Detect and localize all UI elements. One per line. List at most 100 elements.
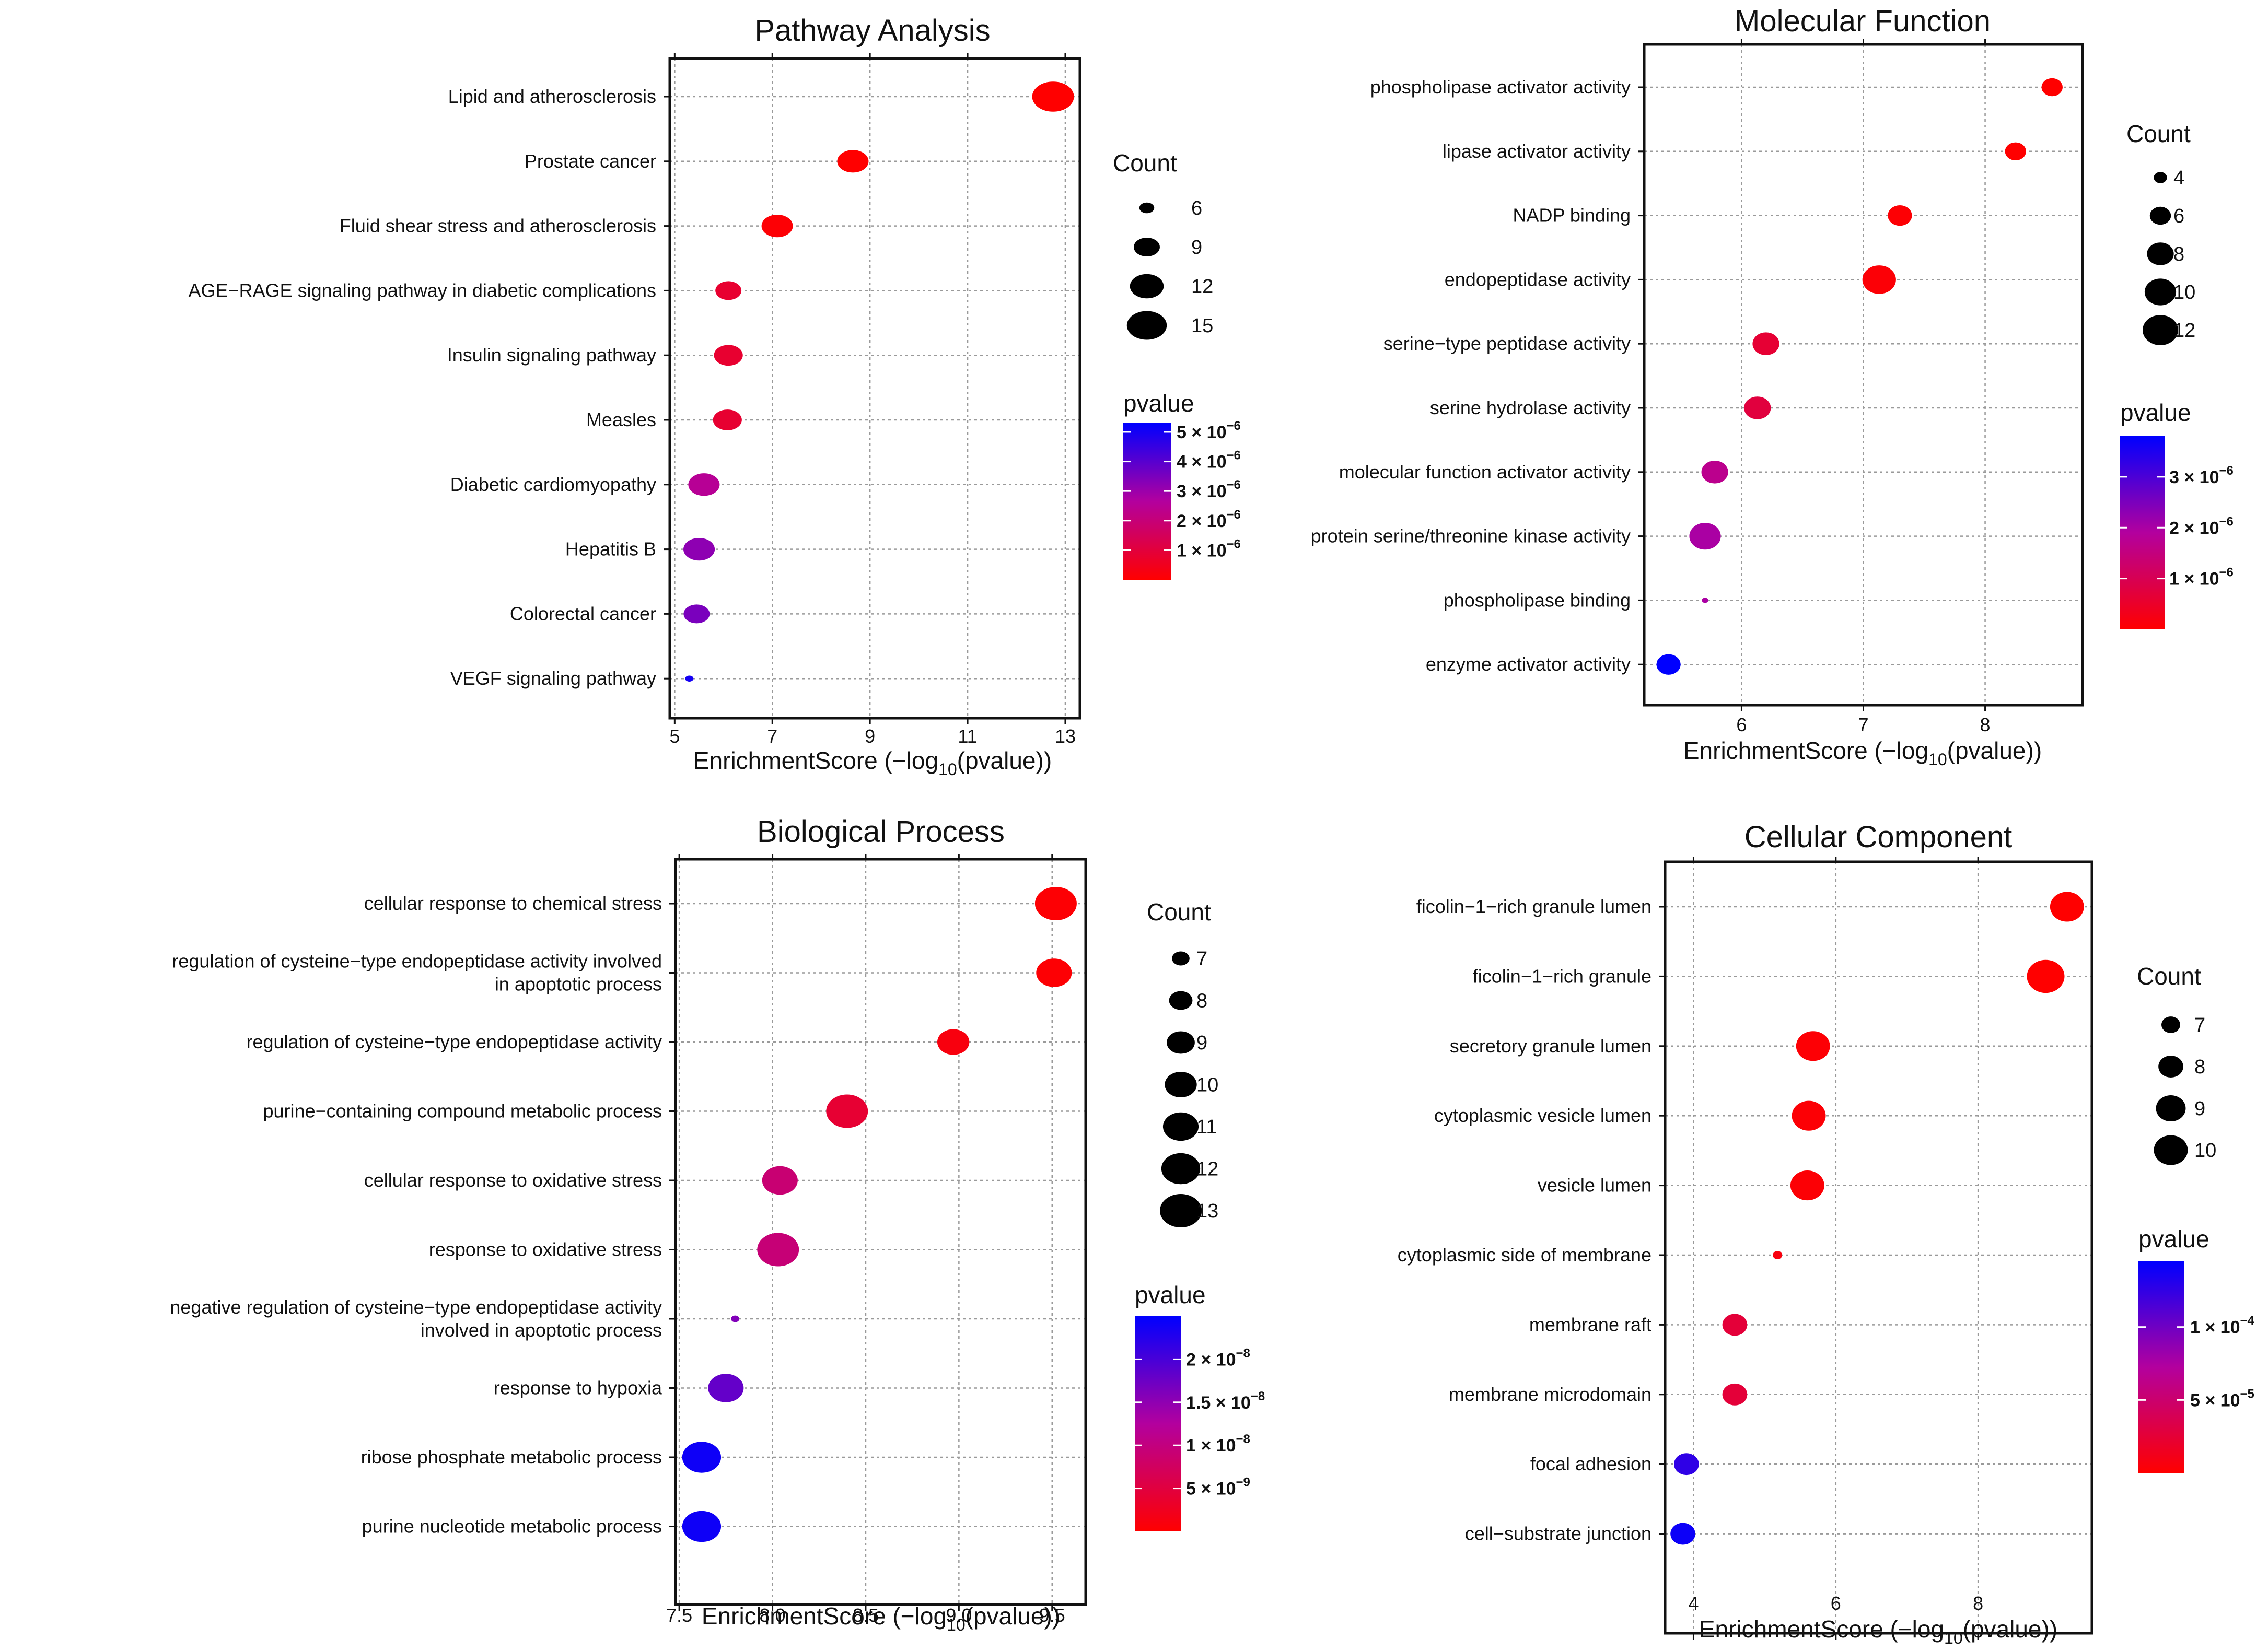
data-point bbox=[837, 150, 869, 173]
data-point bbox=[1796, 1031, 1830, 1061]
x-tick-label: 8 bbox=[1973, 1593, 1983, 1614]
count-legend-label: 4 bbox=[2173, 167, 2184, 189]
pvalue-legend-label: 4 × 10−6 bbox=[1177, 449, 1241, 472]
data-point bbox=[1744, 396, 1771, 419]
count-legend-dot bbox=[1134, 238, 1160, 256]
category-label: response to hypoxia bbox=[494, 1377, 662, 1399]
count-legend-dot bbox=[2154, 1135, 2188, 1165]
data-point bbox=[1702, 598, 1708, 603]
pvalue-legend-label: 5 × 10−6 bbox=[1177, 419, 1241, 442]
count-legend-dot bbox=[2144, 278, 2177, 306]
count-legend-title: Count bbox=[1113, 149, 1177, 177]
category-label: Prostate cancer bbox=[525, 150, 656, 172]
pvalue-legend-label: 1 × 10−8 bbox=[1186, 1432, 1250, 1456]
x-tick-label: 8.0 bbox=[760, 1605, 786, 1626]
count-legend-dot bbox=[1161, 1153, 1201, 1185]
count-legend-dot bbox=[2156, 1095, 2186, 1122]
category-label: cell−substrate junction bbox=[1465, 1523, 1651, 1544]
data-point bbox=[714, 345, 743, 366]
pvalue-legend-label: 1.5 × 10−8 bbox=[1186, 1389, 1265, 1413]
data-point bbox=[1792, 1100, 1826, 1131]
count-legend-label: 12 bbox=[1191, 276, 1213, 298]
x-tick-label: 7.5 bbox=[666, 1605, 692, 1626]
category-label: Measles bbox=[586, 409, 656, 430]
category-label: Hepatitis B bbox=[565, 538, 656, 560]
count-legend-label: 11 bbox=[1196, 1116, 1217, 1138]
category-label: response to oxidative stress bbox=[429, 1239, 662, 1260]
count-legend-dot bbox=[2147, 242, 2174, 265]
data-point bbox=[1689, 522, 1721, 550]
plot-frame bbox=[674, 858, 1087, 1606]
count-legend-title: Count bbox=[2126, 120, 2191, 147]
category-label: cellular response to chemical stress bbox=[364, 893, 662, 914]
category-label: ribose phosphate metabolic process bbox=[361, 1446, 662, 1468]
count-legend-dot bbox=[1162, 1112, 1199, 1141]
pvalue-legend-label: 2 × 10−8 bbox=[1186, 1346, 1250, 1369]
data-point bbox=[1034, 887, 1077, 920]
count-legend-dot bbox=[1139, 202, 1155, 214]
category-label: AGE−RAGE signaling pathway in diabetic c… bbox=[189, 279, 656, 301]
data-point bbox=[682, 1511, 722, 1542]
data-point bbox=[685, 675, 694, 682]
count-legend-dot bbox=[2154, 172, 2167, 183]
pvalue-colorbar bbox=[1135, 1316, 1181, 1531]
data-point bbox=[1722, 1314, 1748, 1336]
x-tick-label: 8 bbox=[1980, 714, 1991, 735]
x-axis-label: EnrichmentScore (−log10(pvalue)) bbox=[693, 747, 1052, 779]
data-point bbox=[937, 1029, 970, 1055]
x-tick-label: 6 bbox=[1831, 1593, 1841, 1614]
category-label: phospholipase binding bbox=[1444, 589, 1631, 611]
category-label: cellular response to oxidative stress bbox=[364, 1169, 662, 1191]
count-legend-dot bbox=[1172, 951, 1190, 966]
count-legend-label: 6 bbox=[2173, 205, 2184, 227]
data-point bbox=[1773, 1251, 1783, 1259]
data-point bbox=[826, 1094, 868, 1128]
pvalue-legend-title: pvalue bbox=[1123, 390, 1194, 417]
category-label: cytoplasmic side of membrane bbox=[1398, 1244, 1651, 1266]
x-tick-label: 11 bbox=[958, 725, 977, 747]
data-point bbox=[2027, 959, 2065, 993]
count-legend-title: Count bbox=[2137, 963, 2201, 990]
category-label: Colorectal cancer bbox=[510, 603, 656, 624]
category-label: molecular function activator activity bbox=[1339, 461, 1631, 483]
count-legend-label: 10 bbox=[2194, 1140, 2216, 1162]
data-point bbox=[762, 1166, 798, 1195]
panel-title: Cellular Component bbox=[1744, 820, 2013, 854]
x-tick-label: 9 bbox=[865, 725, 875, 747]
category-label: negative regulation of cysteine−type end… bbox=[170, 1296, 662, 1341]
count-legend-label: 8 bbox=[2194, 1056, 2205, 1078]
category-label: serine hydrolase activity bbox=[1430, 397, 1631, 418]
category-label: membrane microdomain bbox=[1449, 1384, 1651, 1405]
plot-frame bbox=[668, 57, 1081, 720]
count-legend-dot bbox=[2161, 1016, 2180, 1033]
category-label: Fluid shear stress and atherosclerosis bbox=[340, 215, 656, 237]
category-label: protein serine/threonine kinase activity bbox=[1311, 525, 1631, 547]
data-point bbox=[1032, 81, 1074, 112]
x-tick-label: 13 bbox=[1055, 725, 1076, 747]
panel-title: Biological Process bbox=[757, 815, 1005, 849]
count-legend-label: 7 bbox=[1196, 948, 1207, 970]
pvalue-colorbar bbox=[2138, 1261, 2184, 1473]
data-point bbox=[2050, 892, 2084, 922]
category-label: NADP binding bbox=[1513, 205, 1631, 226]
category-label: enzyme activator activity bbox=[1426, 653, 1631, 675]
count-legend-label: 9 bbox=[1191, 237, 1202, 259]
panel-title: Pathway Analysis bbox=[754, 14, 990, 48]
category-label: ficolin−1−rich granule lumen bbox=[1416, 896, 1651, 917]
data-point bbox=[761, 214, 793, 238]
category-label: purine−containing compound metabolic pro… bbox=[263, 1100, 662, 1122]
count-legend-dot bbox=[2149, 206, 2171, 225]
category-label: cytoplasmic vesicle lumen bbox=[1434, 1105, 1651, 1126]
pvalue-legend-label: 2 × 10−6 bbox=[1177, 508, 1241, 531]
count-legend-label: 13 bbox=[1196, 1200, 1218, 1222]
x-tick-label: 4 bbox=[1688, 1593, 1699, 1614]
pvalue-colorbar bbox=[1123, 423, 1171, 580]
data-point bbox=[2005, 142, 2027, 160]
category-label: endopeptidase activity bbox=[1445, 268, 1631, 290]
data-point bbox=[1670, 1523, 1695, 1545]
pvalue-legend-title: pvalue bbox=[2138, 1225, 2209, 1252]
pvalue-legend-label: 1 × 10−6 bbox=[2169, 566, 2234, 589]
data-point bbox=[715, 281, 742, 300]
data-point bbox=[757, 1233, 799, 1267]
